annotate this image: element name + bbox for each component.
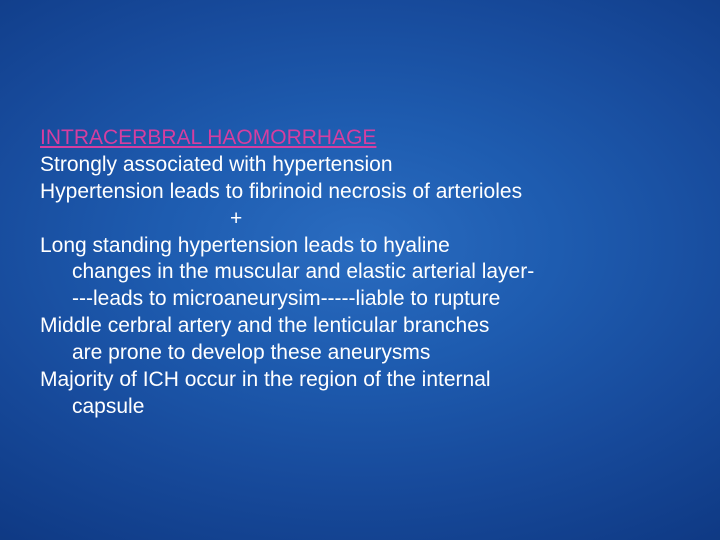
body-line-5b: capsule <box>40 394 680 421</box>
body-line-5a: Majority of ICH occur in the region of t… <box>40 367 680 394</box>
slide: INTRACERBRAL HAOMORRHAGE Strongly associ… <box>0 0 720 540</box>
slide-heading: INTRACERBRAL HAOMORRHAGE <box>40 125 680 152</box>
slide-text-body: INTRACERBRAL HAOMORRHAGE Strongly associ… <box>40 125 680 421</box>
body-line-3b: changes in the muscular and elastic arte… <box>40 259 680 286</box>
body-line-4b: are prone to develop these aneurysms <box>40 340 680 367</box>
body-line-3c: ---leads to microaneurysim-----liable to… <box>40 286 680 313</box>
body-line-2: Hypertension leads to fibrinoid necrosis… <box>40 179 680 206</box>
body-line-3a: Long standing hypertension leads to hyal… <box>40 233 680 260</box>
body-plus: + <box>40 206 680 233</box>
body-line-4a: Middle cerbral artery and the lenticular… <box>40 313 680 340</box>
body-line-1: Strongly associated with hypertension <box>40 152 680 179</box>
